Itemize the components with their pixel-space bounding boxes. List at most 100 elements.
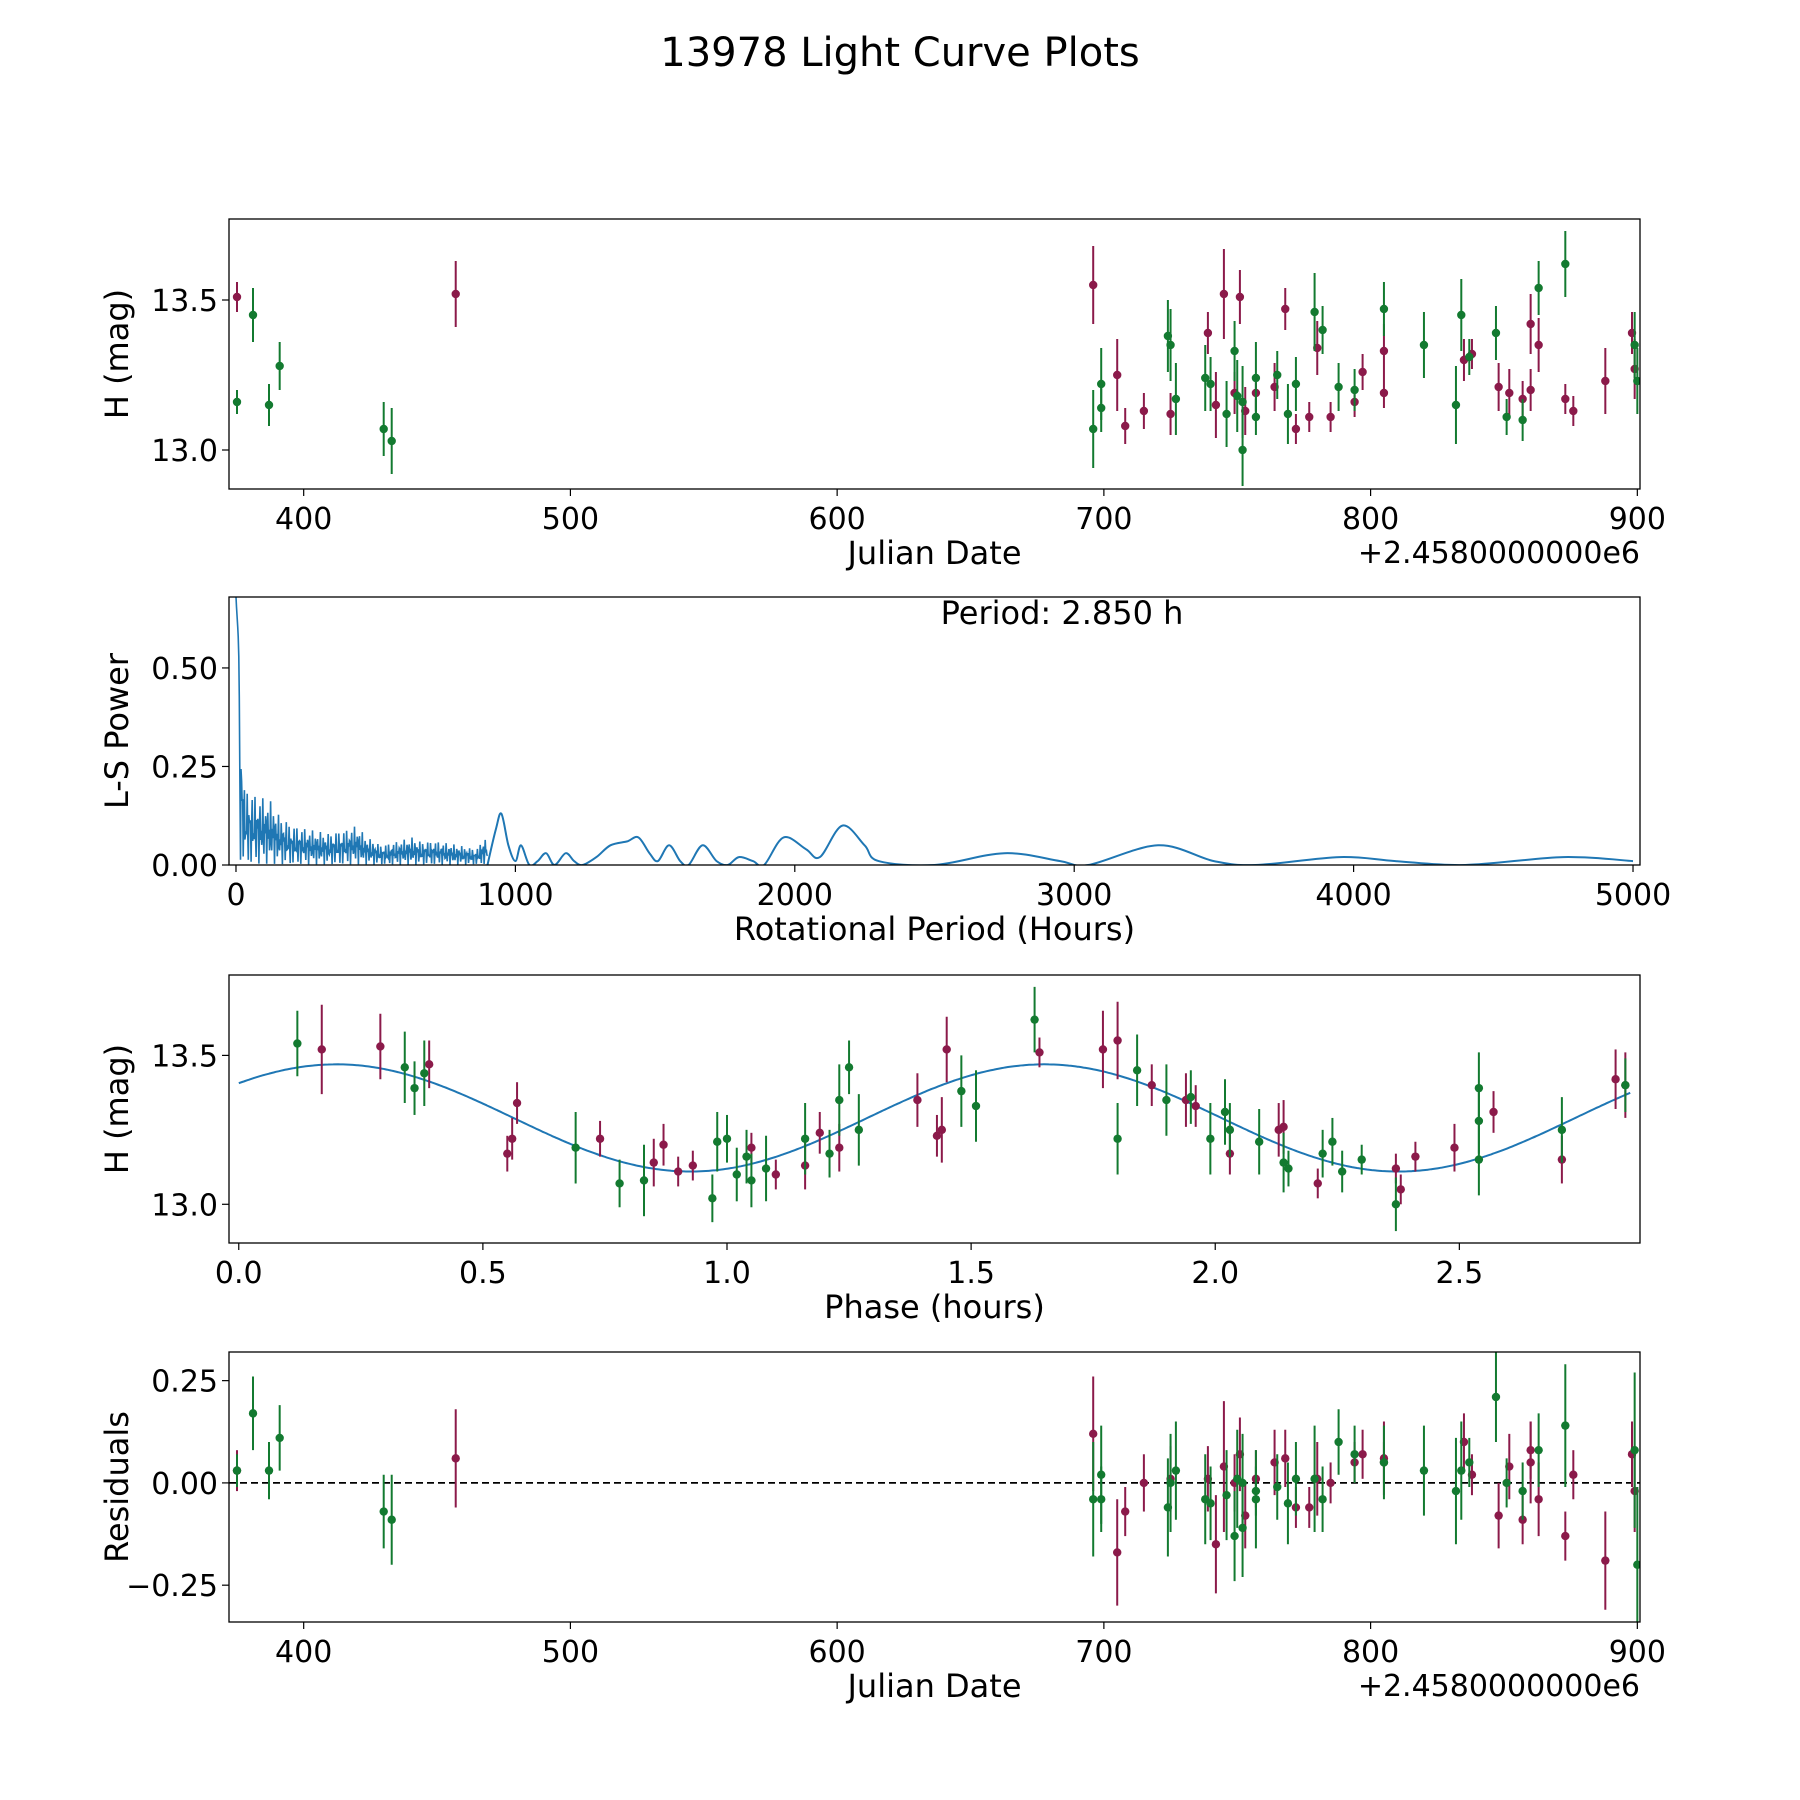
data-point xyxy=(317,1045,326,1054)
data-point xyxy=(424,1060,434,1069)
data-point xyxy=(1561,259,1570,269)
data-point xyxy=(1557,1125,1567,1135)
data-point xyxy=(1491,328,1501,338)
data-point xyxy=(1457,310,1466,320)
data-point xyxy=(835,1095,844,1105)
periodogram-ytick-label: 0.00 xyxy=(151,849,218,884)
data-point xyxy=(844,1063,854,1072)
periodogram-xtick-label: 5000 xyxy=(1595,878,1671,913)
data-point xyxy=(1310,307,1319,317)
data-point xyxy=(1318,1149,1327,1158)
data-point xyxy=(1569,406,1578,416)
data-point xyxy=(1305,412,1314,422)
data-point xyxy=(451,1454,460,1463)
periodogram-x-label: Rotational Period (Hours) xyxy=(734,910,1135,948)
data-point xyxy=(1518,415,1527,425)
data-point xyxy=(1630,1445,1639,1455)
residuals-ytick-label: −0.25 xyxy=(126,1569,218,1604)
data-point xyxy=(747,1143,756,1152)
data-point xyxy=(1357,1155,1366,1164)
data-point xyxy=(420,1069,429,1078)
data-point xyxy=(1465,352,1474,362)
residuals-y-label: Residuals xyxy=(98,1411,136,1563)
data-point xyxy=(708,1194,717,1203)
phased-axes-frame xyxy=(228,974,1641,1244)
data-point xyxy=(1097,1495,1106,1504)
light-curve-plot-area xyxy=(232,231,1640,486)
data-point xyxy=(713,1137,722,1146)
data-point xyxy=(1291,379,1301,389)
data-point xyxy=(815,1128,824,1138)
residuals-xtick-label: 600 xyxy=(809,1635,866,1670)
data-point xyxy=(1633,1560,1640,1569)
data-point xyxy=(1089,1495,1098,1504)
data-point xyxy=(512,1098,522,1108)
periodogram-ticks: 0 1000 2000 3000 4000 5000 0.00 0.25 0.50 xyxy=(151,652,1671,913)
data-point xyxy=(1230,346,1239,356)
data-point xyxy=(1201,373,1210,383)
light-curve-axes-frame xyxy=(228,218,1641,490)
data-point xyxy=(1411,1152,1420,1161)
data-point xyxy=(1251,373,1261,383)
periodogram-ytick-label: 0.25 xyxy=(151,750,218,785)
data-point xyxy=(1147,1080,1156,1090)
periodogram-dense-region xyxy=(235,597,489,865)
data-point xyxy=(379,424,388,434)
data-point xyxy=(1561,394,1570,404)
data-point xyxy=(1391,1200,1401,1209)
data-point xyxy=(1457,1466,1466,1475)
data-point xyxy=(971,1101,981,1111)
data-point xyxy=(1113,1134,1122,1143)
data-point xyxy=(1132,1066,1142,1075)
phased-ticks: 0.0 0.5 1.0 1.5 2.0 2.5 13.0 13.5 xyxy=(151,1039,1483,1291)
data-point xyxy=(913,1095,922,1105)
data-point xyxy=(1318,1495,1327,1504)
periodogram-xtick-label: 4000 xyxy=(1315,878,1391,913)
data-point xyxy=(1222,1490,1231,1500)
data-point xyxy=(1191,1101,1200,1111)
data-point xyxy=(1358,367,1367,377)
data-point xyxy=(932,1131,942,1141)
data-point xyxy=(732,1170,741,1179)
data-point xyxy=(1211,400,1221,410)
phased-xtick-label: 2.0 xyxy=(1191,1256,1239,1291)
data-point xyxy=(232,397,242,407)
data-point xyxy=(1630,340,1639,350)
data-point xyxy=(1502,1478,1511,1488)
data-point xyxy=(379,1507,388,1516)
phased-ytick-label: 13.0 xyxy=(151,1188,218,1223)
residuals-plot-area xyxy=(229,1352,1640,1622)
data-point xyxy=(1238,445,1247,455)
data-point xyxy=(1534,283,1543,293)
residuals-xtick-label: 800 xyxy=(1342,1635,1399,1670)
light-curve-panel: 400 500 600 700 800 900 13.0 13.5 Julian Date H… xyxy=(98,218,1666,572)
residuals-xtick-label: 900 xyxy=(1609,1635,1666,1670)
residuals-series-b xyxy=(232,1352,1640,1622)
data-point xyxy=(571,1143,580,1152)
data-point xyxy=(1225,1125,1235,1135)
residuals-ytick-label: 0.00 xyxy=(151,1467,218,1502)
data-point xyxy=(1611,1075,1620,1084)
data-point xyxy=(771,1170,781,1179)
periodogram-xtick-label: 0 xyxy=(226,878,245,913)
data-point xyxy=(1030,1015,1039,1024)
data-point xyxy=(761,1164,771,1173)
data-point xyxy=(825,1149,834,1158)
data-point xyxy=(1162,1095,1171,1105)
data-point xyxy=(673,1167,683,1176)
light-curve-offset-text: +2.4580000000e6 xyxy=(1358,536,1640,571)
data-point xyxy=(595,1134,605,1143)
data-point xyxy=(800,1134,810,1143)
data-point xyxy=(1465,1458,1474,1467)
residuals-axes-frame xyxy=(228,1351,1641,1623)
data-point xyxy=(942,1045,951,1054)
data-point xyxy=(1089,424,1098,434)
data-point xyxy=(854,1125,864,1135)
data-point xyxy=(1171,394,1181,404)
data-point xyxy=(1534,340,1543,350)
data-point xyxy=(1097,403,1106,413)
data-point xyxy=(1283,1499,1293,1508)
data-point xyxy=(264,1466,274,1475)
residuals-xtick-label: 400 xyxy=(275,1635,332,1670)
